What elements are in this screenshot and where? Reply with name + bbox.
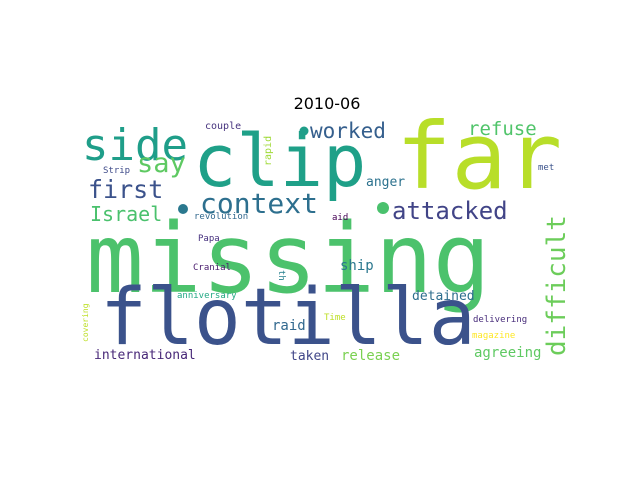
word-papa: Papa — [198, 234, 220, 244]
word-first: first — [88, 175, 163, 204]
word-magazine: magazine — [472, 331, 515, 341]
dot-mark — [299, 126, 309, 136]
word-clip: clip — [193, 119, 366, 203]
word-side: side — [82, 120, 188, 171]
word-strip: Strip — [103, 166, 130, 176]
word-missing: missing — [86, 203, 491, 315]
word-ship: ship — [340, 258, 374, 274]
word-anniversary: anniversary — [177, 291, 237, 301]
word-say: say — [137, 148, 186, 179]
word-anger: anger — [366, 175, 405, 190]
word-delivering: delivering — [473, 315, 527, 325]
word-far: far — [396, 103, 562, 210]
dot-mark — [178, 204, 188, 214]
word-difficult: difficult — [542, 215, 572, 356]
word-taken: taken — [290, 349, 329, 364]
word-aid: aid — [332, 213, 348, 223]
word-international: international — [94, 348, 196, 363]
word-raid: raid — [272, 318, 306, 334]
word-cranial: Cranial — [193, 263, 231, 273]
word-refuse: refuse — [468, 118, 537, 140]
word-met: met — [538, 163, 554, 173]
word-context: context — [200, 187, 318, 220]
word-th: th — [276, 270, 286, 281]
word-cloud-area — [80, 118, 575, 365]
word-covering: covering — [81, 303, 90, 342]
word-rapid: rapid — [263, 136, 274, 166]
word-time: Time — [324, 313, 346, 323]
word-israel: Israel — [90, 202, 162, 226]
word-detained: detained — [412, 289, 475, 304]
word-couple: couple — [205, 121, 241, 132]
chart-title: 2010-06 — [294, 94, 361, 113]
word-attacked: attacked — [392, 197, 508, 225]
word-agreeing: agreeing — [474, 345, 541, 361]
word-release: release — [341, 348, 400, 364]
dot-mark — [377, 202, 389, 214]
word-worked: worked — [310, 119, 386, 143]
word-revolution: revolution — [194, 212, 248, 222]
word-flotilla: flotilla — [100, 273, 476, 363]
